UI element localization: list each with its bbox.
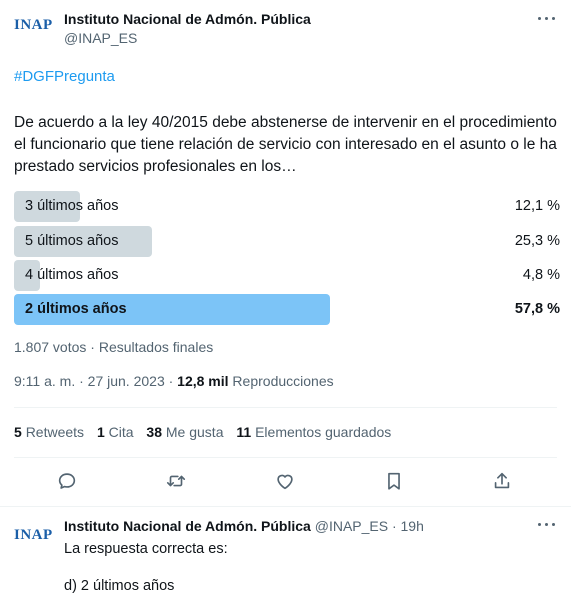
more-dot-icon <box>545 523 548 526</box>
quotes-count: 1 <box>96 424 105 440</box>
inap-logo-avatar[interactable]: INAP <box>14 527 53 543</box>
reply-author-name[interactable]: Instituto Nacional de Admón. Pública <box>64 518 311 534</box>
reply-button[interactable] <box>56 470 78 492</box>
more-options-button[interactable] <box>536 10 558 26</box>
likes-count: 38 <box>146 424 162 440</box>
quotes-stat[interactable]: 1 Cita <box>97 424 134 440</box>
more-dot-icon <box>538 523 541 526</box>
share-button[interactable] <box>491 470 513 492</box>
retweets-count: 5 <box>14 424 22 440</box>
more-dot-icon <box>552 17 555 20</box>
reply-text-line: La respuesta correcta es: <box>64 541 228 557</box>
retweet-button[interactable] <box>165 470 187 492</box>
quotes-label: Cita <box>108 424 134 440</box>
poll-option-bar <box>14 294 330 325</box>
poll-option-percent: 4,8 % <box>522 267 560 283</box>
like-icon <box>277 474 293 490</box>
reply-handle-time[interactable]: @INAP_ES · 19h <box>310 518 424 534</box>
poll-option-label: 3 últimos años <box>25 198 119 214</box>
more-dot-icon <box>552 523 555 526</box>
tweet-text: De acuerdo a la ley 40/2015 debe abstene… <box>14 114 557 175</box>
engagement-stats: 5 Retweets 1 Cita 38 Me gusta 11 Element… <box>14 424 400 440</box>
author-handle[interactable]: @INAP_ES <box>64 30 138 46</box>
more-dot-icon <box>538 17 541 20</box>
author-name[interactable]: Instituto Nacional de Admón. Pública <box>64 11 311 27</box>
divider <box>0 506 571 507</box>
divider <box>14 457 557 458</box>
retweet-icon <box>166 475 186 487</box>
reply-header: Instituto Nacional de Admón. Pública @IN… <box>64 518 424 534</box>
inap-logo-avatar[interactable]: INAP <box>14 17 53 33</box>
poll-option: 3 últimos años 12,1 % <box>14 191 560 222</box>
poll-option-bar <box>14 226 152 257</box>
tweet-timestamp: 9:11 a. m. · 27 jun. 2023 · 12,8 mil Rep… <box>14 373 334 389</box>
poll-option-bar <box>14 260 40 291</box>
poll-option: 5 últimos años 25,3 % <box>14 226 560 257</box>
poll-option-winner: 2 últimos años 57,8 % <box>14 294 560 325</box>
reply-text-line: d) 2 últimos años <box>64 578 175 594</box>
more-dot-icon <box>545 17 548 20</box>
like-button[interactable] <box>274 470 296 492</box>
tweet-time[interactable]: 9:11 a. m. · 27 jun. 2023 · <box>14 373 178 389</box>
hashtag-link[interactable]: #DGFPregunta <box>14 68 115 85</box>
retweets-stat[interactable]: 5 Retweets <box>14 424 84 440</box>
views-label: Reproducciones <box>228 373 334 389</box>
poll-option-percent: 57,8 % <box>514 301 560 317</box>
bookmark-icon <box>388 472 400 490</box>
divider <box>14 407 557 408</box>
bookmarks-count: 11 <box>236 424 252 440</box>
poll-option-label: 5 últimos años <box>25 233 119 249</box>
reply-more-options-button[interactable] <box>536 516 558 532</box>
views-count[interactable]: 12,8 mil <box>177 373 229 389</box>
poll-option-percent: 25,3 % <box>514 233 560 249</box>
poll-option-label: 2 últimos años <box>25 301 127 317</box>
bookmark-button[interactable] <box>383 470 405 492</box>
poll-option-label: 4 últimos años <box>25 267 119 283</box>
poll-option-percent: 12,1 % <box>514 198 560 214</box>
bookmarks-label: Elementos guardados <box>255 424 392 440</box>
likes-label: Me gusta <box>165 424 224 440</box>
poll-option: 4 últimos años 4,8 % <box>14 260 560 291</box>
reply-icon <box>58 473 76 489</box>
bookmarks-stat[interactable]: 11 Elementos guardados <box>236 424 391 440</box>
share-icon <box>494 472 510 489</box>
poll-option-bar <box>14 191 80 222</box>
poll-results-meta: 1.807 votos · Resultados finales <box>14 339 214 355</box>
likes-stat[interactable]: 38 Me gusta <box>146 424 223 440</box>
retweets-label: Retweets <box>25 424 85 440</box>
